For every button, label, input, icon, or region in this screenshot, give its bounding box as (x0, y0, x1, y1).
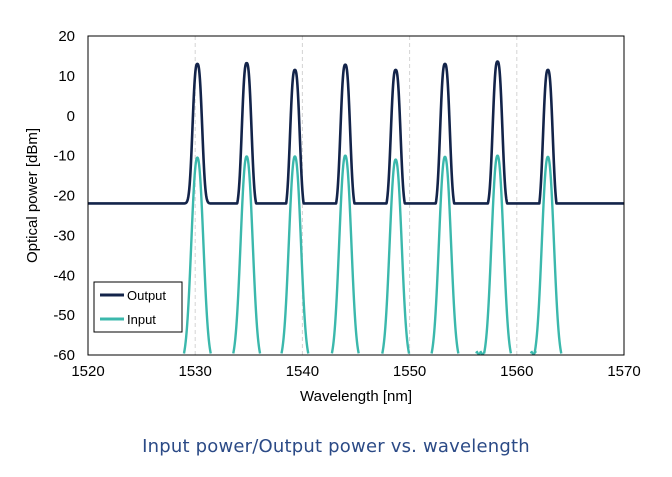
y-tick-label: -10 (53, 148, 75, 165)
y-tick-label: 0 (67, 108, 75, 125)
input-peak-4 (330, 154, 360, 354)
optical-power-chart: 1520 1530 1540 1550 1560 1570 -60 -50 -40 -30 -20 -… (24, 28, 641, 405)
input-peak-8 (533, 155, 563, 354)
input-peak-6 (430, 155, 460, 354)
y-tick-label: 10 (58, 68, 75, 85)
input-peak-1 (182, 156, 212, 354)
input-noise-2 (529, 350, 537, 355)
tick-labels: 1520 1530 1540 1550 1560 1570 -60 -50 -40 -30 -20 -… (53, 28, 640, 380)
figure-caption: Input power/Output power vs. wavelength (142, 436, 530, 457)
y-tick-label: -30 (53, 227, 75, 244)
y-axis-title: Optical power [dBm] (24, 128, 41, 263)
output-series-line (88, 60, 624, 205)
legend-label-output: Output (127, 288, 166, 303)
x-tick-label: 1560 (500, 363, 533, 380)
input-peak-5 (381, 158, 411, 354)
input-noise-1 (475, 350, 486, 355)
y-tick-label: 20 (58, 28, 75, 45)
legend-box (93, 281, 183, 333)
legend-label-input: Input (127, 312, 156, 327)
series-group (88, 60, 624, 355)
x-tick-label: 1530 (179, 363, 212, 380)
input-peak-2 (232, 155, 262, 354)
plot-frame (87, 35, 625, 356)
x-tick-label: 1550 (393, 363, 426, 380)
x-axis-title: Wavelength [nm] (300, 388, 412, 405)
x-tick-label: 1520 (71, 363, 104, 380)
y-tick-label: -20 (53, 188, 75, 205)
x-tick-label: 1570 (607, 363, 640, 380)
y-tick-label: -50 (53, 307, 75, 324)
legend: Output Input (93, 281, 183, 333)
y-tick-label: -60 (53, 347, 75, 364)
input-peak-7 (482, 154, 513, 354)
input-peak-3 (280, 155, 310, 354)
x-tick-label: 1540 (286, 363, 319, 380)
y-tick-label: -40 (53, 267, 75, 284)
